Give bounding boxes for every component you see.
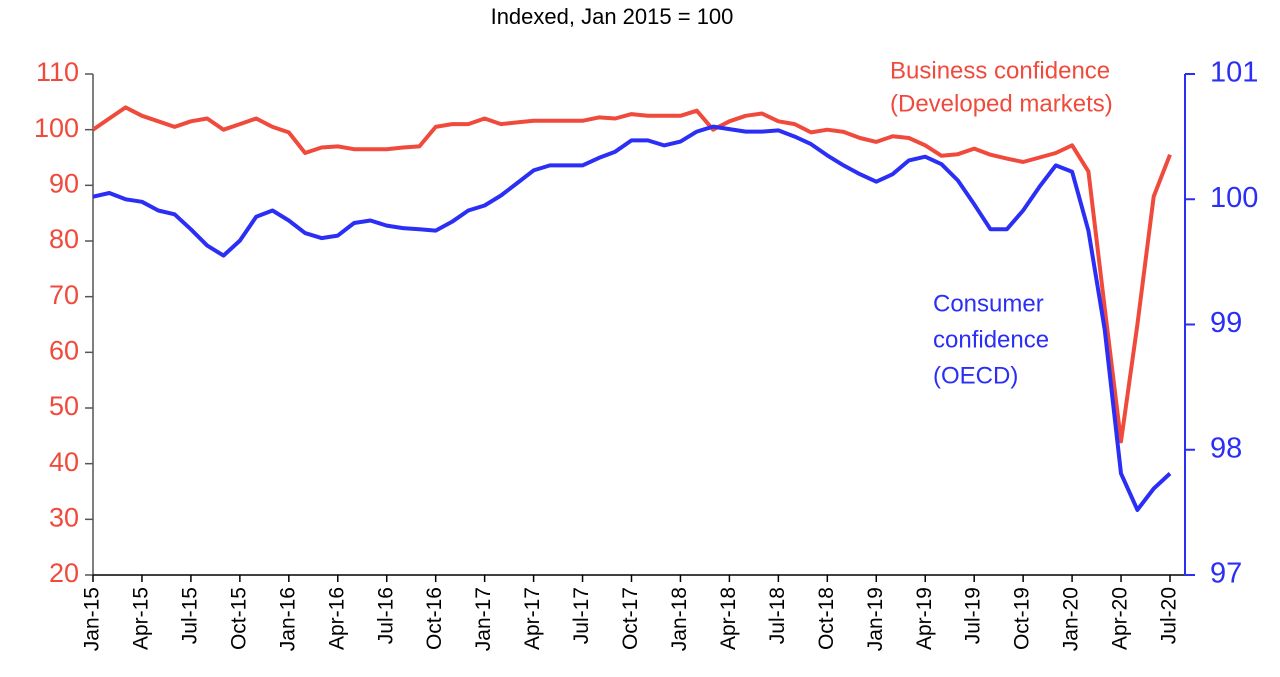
chart-subtitle: Indexed, Jan 2015 = 100 xyxy=(491,4,734,29)
series-line xyxy=(91,105,1172,444)
x-tick-label: Apr-20 xyxy=(1109,587,1132,650)
x-tick-label: Jan-15 xyxy=(81,587,104,651)
x-tick-label: Jan-18 xyxy=(668,587,691,651)
y2-tick-label: 101 xyxy=(1210,57,1258,89)
x-tick-label: Apr-17 xyxy=(521,587,544,650)
x-tick-label: Oct-18 xyxy=(815,587,838,650)
x-tick-label: Oct-16 xyxy=(423,587,446,650)
series-label: Business confidence xyxy=(890,57,1110,84)
y2-tick-label: 97 xyxy=(1210,558,1242,590)
x-tick-label: Jul-19 xyxy=(962,587,985,644)
series-label: (OECD) xyxy=(933,362,1018,389)
y-tick-label: 110 xyxy=(36,57,79,87)
series-line xyxy=(92,124,1172,512)
x-tick-label: Apr-16 xyxy=(325,587,348,650)
x-tick-label: Jul-16 xyxy=(374,587,397,644)
y-tick-label: 60 xyxy=(49,335,79,365)
x-tick-label: Jan-17 xyxy=(472,587,495,651)
y-tick-label: 50 xyxy=(49,391,79,421)
y-tick-label: 100 xyxy=(34,113,79,143)
x-tick-label: Jul-17 xyxy=(570,587,593,644)
x-tick-label: Oct-15 xyxy=(227,587,250,650)
y-tick-label: 20 xyxy=(49,558,79,588)
series-label: confidence xyxy=(933,326,1049,353)
x-tick-label: Oct-17 xyxy=(619,587,642,650)
x-tick-label: Apr-19 xyxy=(913,587,936,650)
x-tick-label: Oct-19 xyxy=(1011,587,1034,650)
x-tick-label: Apr-18 xyxy=(717,587,740,650)
x-tick-label: Jul-20 xyxy=(1158,587,1181,644)
series-label: (Developed markets) xyxy=(890,90,1113,117)
y-tick-label: 30 xyxy=(49,502,79,532)
x-tick-label: Jul-18 xyxy=(766,587,789,644)
y2-tick-label: 100 xyxy=(1210,182,1258,214)
x-tick-label: Jul-15 xyxy=(178,587,201,644)
series-label: Consumer xyxy=(933,290,1044,317)
x-tick-label: Jan-16 xyxy=(276,587,299,651)
y2-tick-label: 98 xyxy=(1210,432,1242,464)
y-tick-label: 40 xyxy=(49,447,79,477)
x-tick-label: Apr-15 xyxy=(130,587,153,650)
x-tick-label: Jan-19 xyxy=(864,587,887,651)
y-tick-label: 90 xyxy=(49,168,79,198)
y-tick-label: 80 xyxy=(49,224,79,254)
y2-tick-label: 99 xyxy=(1210,307,1242,339)
y-tick-label: 70 xyxy=(49,280,79,310)
x-tick-label: Jan-20 xyxy=(1060,587,1083,651)
